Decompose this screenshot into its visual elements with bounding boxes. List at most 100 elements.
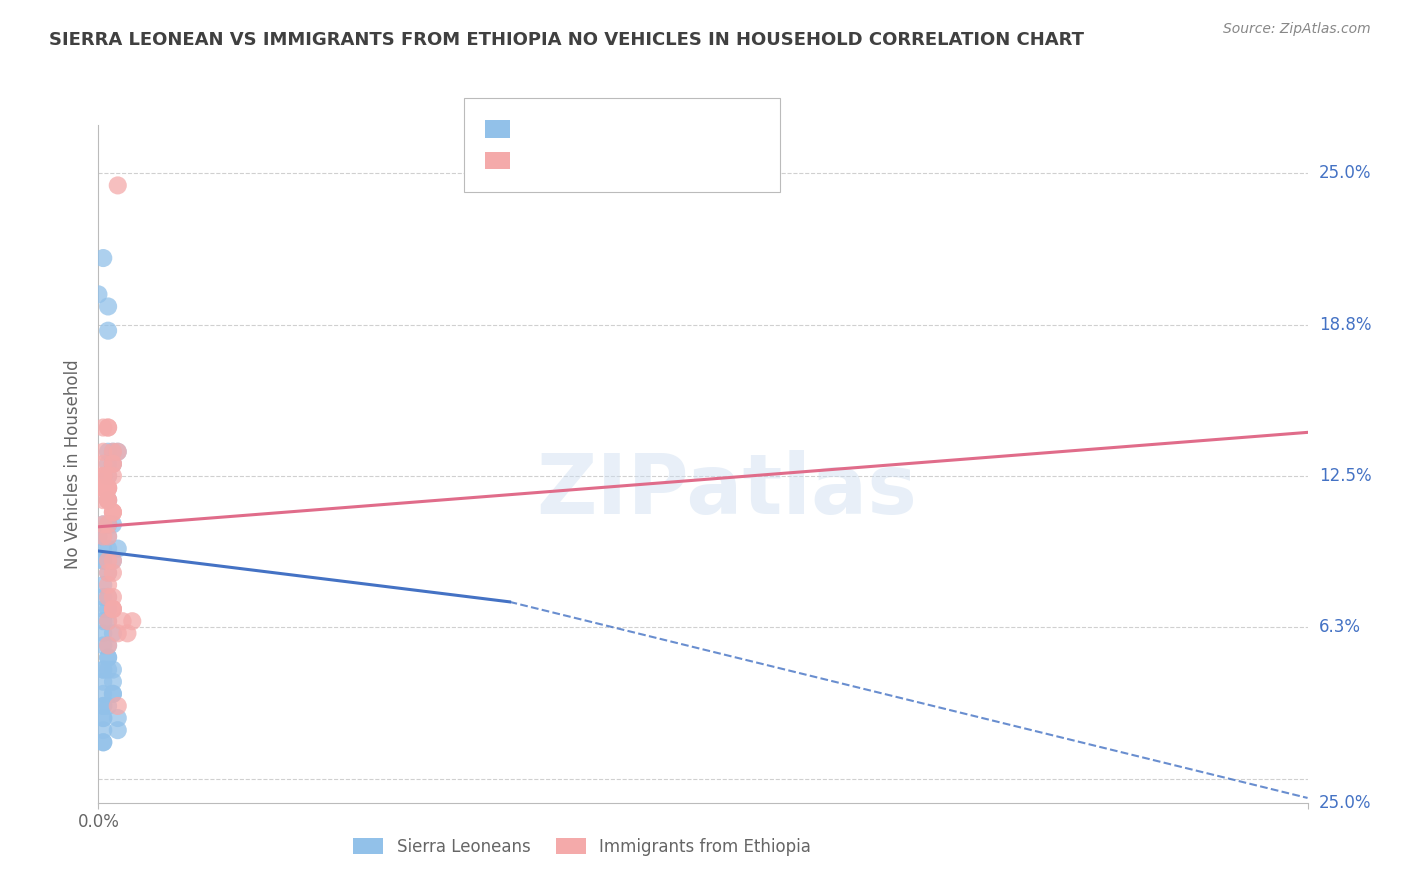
Point [101, 517, 124, 532]
Point [91, 481, 114, 495]
Point [97, 590, 120, 604]
Point [91, 481, 114, 495]
Point [97, 493, 120, 508]
Point [91, 602, 114, 616]
Point [97, 698, 120, 713]
Point [97, 324, 120, 338]
Point [91, 639, 114, 653]
Point [101, 674, 124, 689]
Text: 6.3%: 6.3% [1319, 618, 1361, 636]
Point [91, 674, 114, 689]
Point [91, 517, 114, 532]
Point [107, 711, 129, 725]
Point [97, 420, 120, 434]
Point [97, 481, 120, 495]
Text: ZIPatlas: ZIPatlas [537, 450, 918, 532]
Point [97, 639, 120, 653]
Point [97, 469, 120, 483]
Point [91, 517, 114, 532]
Point [97, 493, 120, 508]
Point [91, 469, 114, 483]
Text: N = 49: N = 49 [675, 152, 742, 169]
Point [97, 602, 120, 616]
Point [91, 723, 114, 738]
Point [97, 517, 120, 532]
Point [97, 639, 120, 653]
Text: 25.0%: 25.0% [1319, 164, 1371, 182]
Point [97, 554, 120, 568]
Point [91, 626, 114, 640]
Point [91, 711, 114, 725]
Point [97, 493, 120, 508]
Point [97, 517, 120, 532]
Point [121, 614, 143, 628]
Text: SIERRA LEONEAN VS IMMIGRANTS FROM ETHIOPIA NO VEHICLES IN HOUSEHOLD CORRELATION : SIERRA LEONEAN VS IMMIGRANTS FROM ETHIOP… [49, 31, 1084, 49]
Point [107, 444, 129, 458]
Point [111, 614, 134, 628]
Point [107, 698, 129, 713]
Point [101, 505, 124, 519]
Point [97, 590, 120, 604]
Point [101, 602, 124, 616]
Point [97, 578, 120, 592]
Point [107, 541, 129, 556]
Point [97, 457, 120, 471]
Point [91, 590, 114, 604]
Point [101, 505, 124, 519]
Point [97, 493, 120, 508]
Point [91, 420, 114, 434]
Point [97, 517, 120, 532]
Point [97, 300, 120, 314]
Point [91, 469, 114, 483]
Point [91, 493, 114, 508]
Point [91, 663, 114, 677]
Point [97, 566, 120, 580]
Point [101, 554, 124, 568]
Point [97, 663, 120, 677]
Point [91, 554, 114, 568]
Text: N = 57: N = 57 [675, 120, 742, 138]
Point [97, 566, 120, 580]
Point [101, 626, 124, 640]
Y-axis label: No Vehicles in Household: No Vehicles in Household [65, 359, 83, 569]
Point [91, 541, 114, 556]
Point [97, 481, 120, 495]
Point [101, 444, 124, 458]
Point [91, 529, 114, 543]
Point [91, 251, 114, 265]
Text: 18.8%: 18.8% [1319, 316, 1371, 334]
Legend: Sierra Leoneans, Immigrants from Ethiopia: Sierra Leoneans, Immigrants from Ethiopi… [347, 831, 817, 863]
Point [97, 444, 120, 458]
Point [101, 590, 124, 604]
Point [91, 698, 114, 713]
Text: Source: ZipAtlas.com: Source: ZipAtlas.com [1223, 22, 1371, 37]
Point [107, 178, 129, 193]
Point [101, 554, 124, 568]
Point [91, 711, 114, 725]
Point [87, 529, 110, 543]
Point [97, 481, 120, 495]
Text: 25.0%: 25.0% [1319, 794, 1371, 812]
Point [91, 663, 114, 677]
Point [101, 457, 124, 471]
Point [101, 444, 124, 458]
Point [91, 735, 114, 749]
Point [101, 602, 124, 616]
Point [97, 650, 120, 665]
Point [101, 687, 124, 701]
Point [97, 650, 120, 665]
Point [101, 602, 124, 616]
Point [91, 735, 114, 749]
Point [97, 614, 120, 628]
Text: 12.5%: 12.5% [1319, 467, 1371, 485]
Point [101, 469, 124, 483]
Point [91, 614, 114, 628]
Point [107, 444, 129, 458]
Point [101, 457, 124, 471]
Point [91, 481, 114, 495]
Point [97, 420, 120, 434]
Point [87, 287, 110, 301]
Point [91, 444, 114, 458]
Point [101, 457, 124, 471]
Point [91, 698, 114, 713]
